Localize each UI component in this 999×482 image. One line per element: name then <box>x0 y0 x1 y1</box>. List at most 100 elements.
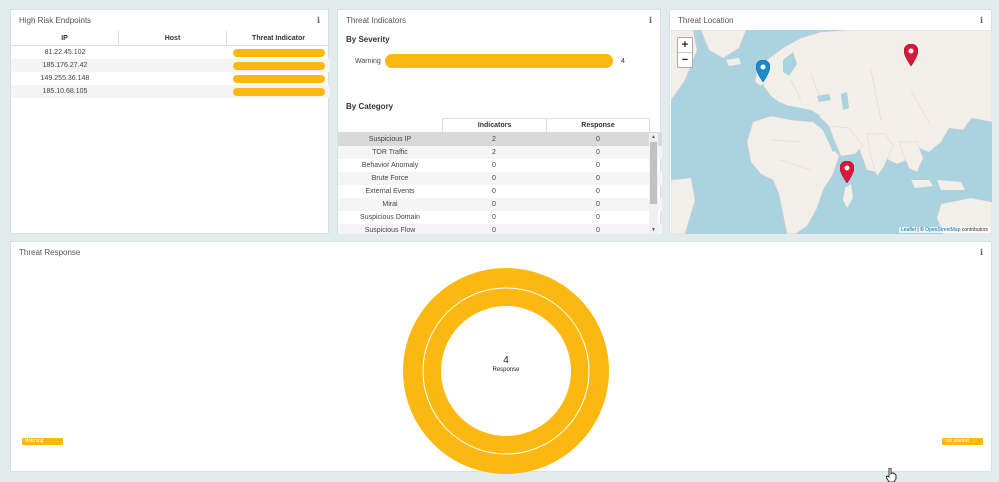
severity-count: 4 <box>621 58 625 65</box>
legend-warning[interactable]: Warning <box>22 438 63 445</box>
table-row[interactable]: External Events 0 0 <box>338 185 662 198</box>
attribution-tail: contributors <box>960 227 988 233</box>
endpoints-table: IP Host Threat Indicator 81.22.45.102 18… <box>11 31 330 98</box>
table-row[interactable]: Suspicious Flow 0 0 <box>338 224 662 234</box>
table-row[interactable]: 81.22.45.102 <box>11 46 330 59</box>
ip-cell: 149.255.36.148 <box>40 75 90 82</box>
info-icon[interactable]: i <box>979 15 983 25</box>
column-header-host[interactable]: Host <box>119 31 227 45</box>
threat-indicator-bar <box>232 61 325 70</box>
donut-outer-ring[interactable] <box>403 268 609 474</box>
response-count: 0 <box>596 188 600 195</box>
table-row[interactable]: Behavior Anomaly 0 0 <box>338 159 662 172</box>
threat-indicator-bar <box>232 74 325 83</box>
response-count: 0 <box>596 162 600 169</box>
zoom-control: + − <box>677 37 693 68</box>
response-donut-chart <box>403 268 609 474</box>
category-table: Indicators Response Suspicious IP 2 0 TO… <box>338 118 662 234</box>
response-count: 0 <box>596 227 600 234</box>
host-cell <box>119 72 227 85</box>
response-count: 0 <box>596 214 600 221</box>
indicators-count: 0 <box>492 175 496 182</box>
indicators-count: 0 <box>492 214 496 221</box>
panel-title: High Risk Endpoints <box>19 16 92 25</box>
map-marker-icon[interactable] <box>904 44 918 66</box>
ip-cell: 81.22.45.102 <box>44 49 86 56</box>
info-icon[interactable]: i <box>979 247 983 257</box>
table-row[interactable]: 149.255.36.148 <box>11 72 330 85</box>
table-row[interactable]: 185.176.27.42 <box>11 59 330 72</box>
scrollbar-thumb[interactable] <box>650 142 657 204</box>
category-name: Suspicious Flow <box>364 227 416 234</box>
panel-title: Threat Response <box>19 248 81 257</box>
table-row[interactable]: Suspicious IP 2 0 <box>338 133 662 146</box>
map-tiles <box>671 30 992 234</box>
ip-cell: 185.10.68.105 <box>42 88 88 95</box>
host-cell <box>119 85 227 98</box>
category-name: TOR Traffic <box>372 149 408 156</box>
indicators-count: 2 <box>492 149 496 156</box>
host-cell <box>119 46 227 59</box>
indicators-count: 0 <box>492 201 496 208</box>
donut-center: 4 Response <box>486 355 526 373</box>
scroll-up-icon[interactable]: ▲ <box>651 134 656 140</box>
category-name: Suspicious Domain <box>360 214 420 221</box>
panel-title: Threat Indicators <box>346 16 407 25</box>
world-map[interactable]: + − Leaflet | © OpenStreetMap contributo… <box>671 30 992 234</box>
response-count: 0 <box>596 136 600 143</box>
zoom-in-button[interactable]: + <box>681 39 689 51</box>
category-scrollbar[interactable]: ▲ ▼ <box>649 133 658 234</box>
by-severity-title: By Severity <box>346 35 390 44</box>
panel-title: Threat Location <box>678 16 734 25</box>
openstreetmap-link[interactable]: OpenStreetMap <box>925 227 961 233</box>
table-row[interactable]: Brute Force 0 0 <box>338 172 662 185</box>
legend-not-started[interactable]: not started <box>942 438 983 445</box>
indicators-count: 2 <box>492 136 496 143</box>
column-header-response[interactable]: Response <box>546 118 650 132</box>
table-row[interactable]: Suspicious Domain 0 0 <box>338 211 662 224</box>
leaflet-link[interactable]: Leaflet <box>901 227 917 233</box>
host-cell <box>119 59 227 72</box>
column-header-threat-indicator[interactable]: Threat Indicator <box>252 34 305 42</box>
attribution-separator: | © <box>916 227 926 233</box>
severity-bar[interactable] <box>385 54 613 68</box>
column-header-category <box>338 118 442 132</box>
indicators-count: 0 <box>492 162 496 169</box>
info-icon[interactable]: i <box>316 15 320 25</box>
threat-response-panel: Threat Response i 4 Response Warning not… <box>10 241 992 474</box>
threat-location-panel: Threat Location i <box>669 9 992 234</box>
table-row[interactable]: 185.10.68.105 <box>11 85 330 98</box>
donut-center-value: 4 <box>503 355 509 366</box>
by-category-title: By Category <box>346 102 394 111</box>
column-header-ip[interactable]: IP <box>11 31 119 45</box>
indicators-count: 0 <box>492 188 496 195</box>
threat-indicator-bar <box>232 48 325 57</box>
column-header-indicators[interactable]: Indicators <box>442 118 546 132</box>
high-risk-endpoints-panel: High Risk Endpoints i IP Host Threat Ind… <box>10 9 330 234</box>
severity-label: Warning <box>355 58 381 65</box>
table-row[interactable]: TOR Traffic 2 0 <box>338 146 662 159</box>
donut-ring-divider <box>422 287 590 455</box>
category-name: External Events <box>365 188 415 195</box>
threat-indicator-bar <box>232 87 325 96</box>
map-marker-icon[interactable] <box>756 60 770 82</box>
indicators-count: 0 <box>492 227 496 234</box>
map-marker-icon[interactable] <box>840 161 854 183</box>
hand-pointer-icon <box>886 468 897 482</box>
zoom-out-button[interactable]: − <box>678 52 692 67</box>
table-header: IP Host Threat Indicator <box>11 31 330 46</box>
category-name: Suspicious IP <box>368 136 412 143</box>
scroll-down-icon[interactable]: ▼ <box>651 227 656 233</box>
ip-cell: 185.176.27.42 <box>42 62 88 69</box>
table-row[interactable]: Mirai 0 0 <box>338 198 662 211</box>
donut-center-label: Response <box>492 367 520 373</box>
response-count: 0 <box>596 201 600 208</box>
category-name: Behavior Anomaly <box>361 162 419 169</box>
response-count: 0 <box>596 149 600 156</box>
response-count: 0 <box>596 175 600 182</box>
map-attribution: Leaflet | © OpenStreetMap contributors <box>899 227 990 233</box>
threat-indicators-panel: Threat Indicators i By Severity Warning … <box>337 9 662 234</box>
info-icon[interactable]: i <box>648 15 652 25</box>
category-name: Brute Force <box>371 175 409 182</box>
table-header: Indicators Response <box>338 118 662 133</box>
